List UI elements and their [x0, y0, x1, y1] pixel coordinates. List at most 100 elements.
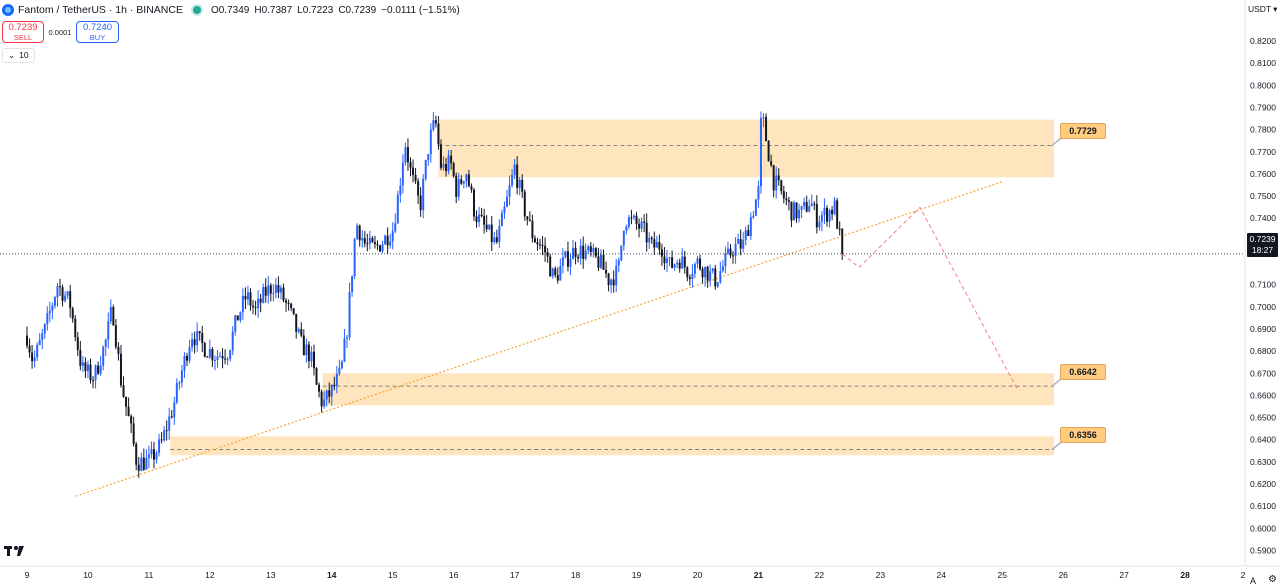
- candle-down: [772, 165, 775, 191]
- candle-down: [318, 384, 321, 392]
- candle-up: [800, 206, 803, 210]
- candle-down: [201, 333, 204, 344]
- indicator-toggle-button[interactable]: ⌄ 10: [2, 48, 35, 63]
- candle-down: [170, 416, 173, 418]
- time-tick-label: 21: [754, 570, 764, 580]
- time-axis[interactable]: 9 10 11 12 13 14 15 16 17 18 19 20 21 22 23 24 25 26 27 28 2: [0, 565, 1280, 580]
- time-tick-label: 16: [449, 570, 459, 580]
- candle-up: [279, 287, 282, 293]
- candle-up: [693, 263, 696, 274]
- candle-down: [376, 244, 379, 246]
- projection-path[interactable]: [842, 206, 1018, 390]
- target-label-support-1[interactable]: 0.6642: [1060, 364, 1106, 381]
- candle-up: [422, 178, 425, 211]
- candle-up: [503, 206, 506, 213]
- symbol-title[interactable]: Fantom / TetherUS · 1h · BINANCE: [18, 4, 183, 16]
- candle-up: [219, 356, 222, 358]
- auto-scale-button[interactable]: A: [1250, 576, 1257, 585]
- sell-button[interactable]: 0.7239 SELL: [2, 21, 44, 43]
- price-tick-label: 0.7100: [1250, 280, 1276, 290]
- candle-down: [455, 175, 458, 197]
- time-tick-label: 23: [876, 570, 886, 580]
- candle-up: [64, 295, 67, 301]
- candle-down: [485, 224, 488, 230]
- low-label: L: [297, 4, 303, 16]
- buy-button[interactable]: 0.7240 BUY: [76, 21, 119, 43]
- candle-up: [104, 339, 107, 347]
- candle-up: [46, 313, 49, 325]
- candle-up: [175, 382, 178, 403]
- candle-up: [818, 221, 821, 228]
- candle-up: [297, 329, 300, 332]
- price-tick-label: 0.6400: [1250, 435, 1276, 445]
- candle-up: [399, 185, 402, 196]
- candle-down: [650, 237, 653, 240]
- trendline[interactable]: [75, 181, 1003, 497]
- open-label: O: [210, 4, 219, 16]
- candle-down: [244, 295, 247, 300]
- candle-down: [470, 186, 473, 190]
- candle-up: [163, 430, 166, 441]
- candle-down: [605, 269, 608, 274]
- candle-up: [140, 457, 143, 471]
- candle-down: [544, 245, 547, 253]
- candle-down: [714, 268, 717, 287]
- candle-down: [320, 391, 323, 407]
- candle-up: [361, 238, 364, 241]
- chevron-down-icon: ⌄: [8, 50, 16, 60]
- candle-down: [841, 228, 844, 254]
- candle-up: [757, 186, 760, 200]
- candle-down: [198, 331, 201, 334]
- target-label-support-2[interactable]: 0.6356: [1060, 427, 1106, 444]
- candle-down: [160, 439, 163, 441]
- candle-down: [483, 216, 486, 225]
- candle-up: [94, 365, 97, 381]
- candle-down: [683, 256, 686, 268]
- candle-down: [363, 238, 366, 244]
- projected-path: [842, 206, 1018, 390]
- candle-up: [820, 215, 823, 222]
- candle-up: [716, 282, 719, 287]
- symbol-legend: Fantom / TetherUS · 1h · BINANCE O 0.7349…: [2, 2, 460, 18]
- candle-down: [813, 203, 816, 205]
- candle-up: [828, 210, 831, 222]
- candle-up: [673, 264, 676, 268]
- candle-down: [635, 215, 638, 224]
- price-axis[interactable]: 0.8200 0.8100 0.8000 0.7900 0.7800 0.7700 0.76…: [1244, 0, 1280, 585]
- candle-down: [688, 277, 691, 280]
- candle-up: [343, 338, 346, 362]
- candle-down: [521, 179, 524, 192]
- candle-down: [135, 443, 138, 465]
- candle-up: [180, 370, 183, 383]
- candle-up: [81, 362, 84, 366]
- candle-down: [475, 216, 478, 223]
- target-label-resistance[interactable]: 0.7729: [1060, 123, 1106, 140]
- candle-up: [488, 224, 491, 230]
- candle-up: [798, 209, 801, 219]
- candle-down: [31, 352, 34, 362]
- candle-up: [168, 416, 171, 431]
- candle-down: [612, 279, 615, 286]
- candle-down: [460, 179, 463, 184]
- candle-up: [691, 273, 694, 280]
- candle-up: [147, 454, 150, 459]
- tradingview-logo-icon[interactable]: [4, 544, 28, 560]
- candle-up: [833, 200, 836, 215]
- candle-down: [373, 242, 376, 245]
- candle-up: [759, 118, 762, 187]
- candle-up: [696, 258, 699, 264]
- settings-gear-icon[interactable]: ⚙: [1268, 574, 1277, 585]
- price-tick-label: 0.7400: [1250, 213, 1276, 223]
- currency-selector[interactable]: USDT ▾: [1248, 2, 1277, 16]
- candle-up: [462, 181, 465, 184]
- candle-up: [389, 241, 392, 246]
- candle-up: [53, 297, 56, 306]
- time-tick-label: 19: [632, 570, 642, 580]
- candle-up: [158, 439, 161, 453]
- candle-down: [785, 198, 788, 201]
- candle-down: [59, 286, 62, 288]
- price-tick-label: 0.6500: [1250, 413, 1276, 423]
- candle-down: [224, 358, 227, 360]
- candle-down: [452, 163, 455, 176]
